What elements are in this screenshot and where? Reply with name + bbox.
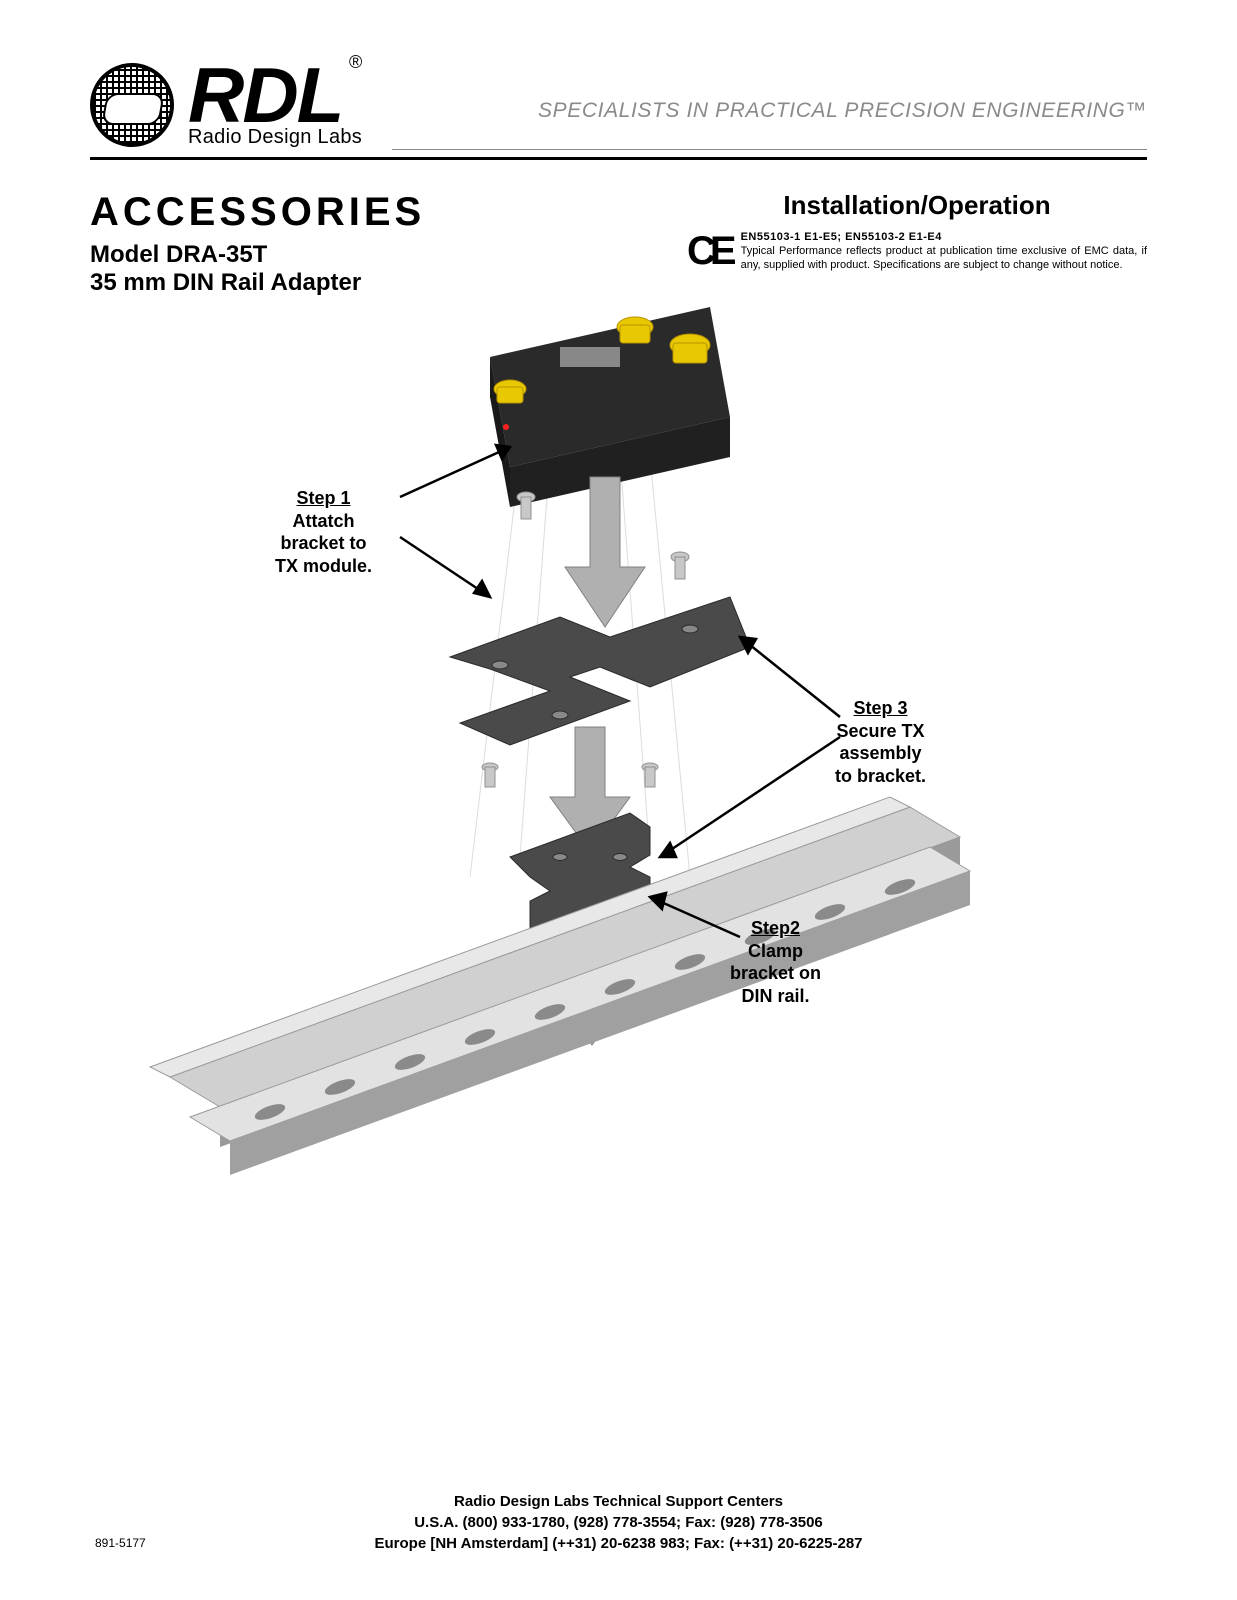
ce-mark-icon: CE: [687, 231, 731, 267]
step-2-label: Step2 Clamp bracket on DIN rail.: [730, 917, 821, 1007]
document-number: 891-5177: [95, 1536, 146, 1550]
compliance-note: Typical Performance reflects product at …: [741, 245, 1147, 271]
category-heading: ACCESSORIES: [90, 190, 425, 235]
section-heading: Installation/Operation: [687, 190, 1147, 221]
footer-contact: Radio Design Labs Technical Support Cent…: [0, 1491, 1237, 1554]
product-desc: 35 mm DIN Rail Adapter: [90, 269, 425, 297]
brand-logo: RDL® Radio Design Labs: [90, 60, 362, 149]
footer-line-1: Radio Design Labs Technical Support Cent…: [0, 1491, 1237, 1512]
footer-line-2: U.S.A. (800) 933-1780, (928) 778-3554; F…: [0, 1512, 1237, 1533]
registered-mark: ®: [349, 54, 360, 70]
title-row: ACCESSORIES Model DRA-35T 35 mm DIN Rail…: [90, 190, 1147, 297]
page-header: RDL® Radio Design Labs SPECIALISTS IN PR…: [90, 60, 1147, 160]
step-1-label: Step 1 Attatch bracket to TX module.: [275, 487, 372, 577]
down-arrow-icon: [565, 477, 645, 627]
footer-line-3: Europe [NH Amsterdam] (++31) 20-6238 983…: [0, 1533, 1237, 1554]
brand-name: RDL®: [188, 60, 342, 130]
step-3-label: Step 3 Secure TX assembly to bracket.: [835, 697, 926, 787]
radio-labs-emblem-icon: [90, 63, 174, 147]
compliance-text: EN55103-1 E1-E5; EN55103-2 E1-E4 Typical…: [741, 231, 1147, 272]
model-line: Model DRA-35T: [90, 241, 425, 269]
assembly-diagram: Step 1 Attatch bracket to TX module. Ste…: [90, 297, 1147, 1357]
screw-icon: [482, 763, 658, 787]
compliance-standards: EN55103-1 E1-E5; EN55103-2 E1-E4: [741, 231, 942, 243]
brand-tagline: SPECIALISTS IN PRACTICAL PRECISION ENGIN…: [392, 99, 1147, 150]
